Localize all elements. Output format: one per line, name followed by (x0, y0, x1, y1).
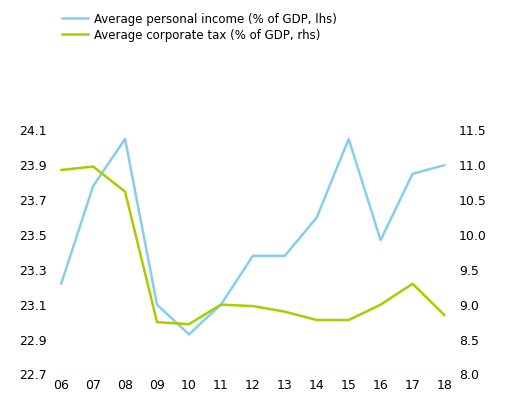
Legend: Average personal income (% of GDP, lhs), Average corporate tax (% of GDP, rhs): Average personal income (% of GDP, lhs),… (57, 8, 342, 46)
